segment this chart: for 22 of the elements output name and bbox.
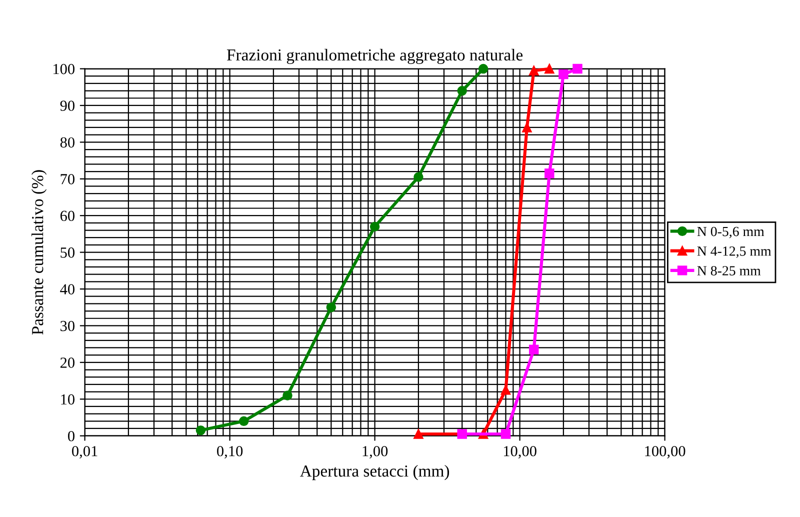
y-tick-label: 80 bbox=[60, 137, 74, 148]
y-tick-label: 30 bbox=[60, 320, 74, 332]
x-tick-label: 100,00 bbox=[645, 446, 686, 459]
y-tick-label: 70 bbox=[60, 174, 74, 184]
legend-label: N 0-5,6 mm bbox=[697, 226, 764, 238]
y-tick-label: 20 bbox=[60, 358, 74, 368]
y-tick-label: 0 bbox=[68, 430, 74, 442]
legend-label: N 4-12,5 mm bbox=[697, 246, 772, 258]
x-tick-label: 10,00 bbox=[504, 446, 536, 459]
x-axis-title: Apertura setacci (mm) bbox=[300, 464, 450, 480]
y-tick-label: 60 bbox=[60, 210, 74, 222]
y-tick-label: 10 bbox=[61, 394, 74, 405]
y-axis-title: Passante cumulativo (%) bbox=[31, 170, 47, 335]
y-tick-label: 50 bbox=[60, 247, 74, 258]
y-tick-label: 100 bbox=[54, 64, 74, 74]
y-tick-label: 40 bbox=[60, 284, 74, 294]
legend-label: N 8-25 mm bbox=[697, 266, 761, 276]
x-tick-label: 0,01 bbox=[72, 446, 98, 459]
x-tick-label: 0,10 bbox=[217, 446, 243, 459]
x-tick-label: 1,00 bbox=[362, 446, 388, 459]
y-tick-label: 90 bbox=[60, 100, 74, 111]
chart-title: Frazioni granulometriche aggregato naturale bbox=[226, 48, 523, 64]
